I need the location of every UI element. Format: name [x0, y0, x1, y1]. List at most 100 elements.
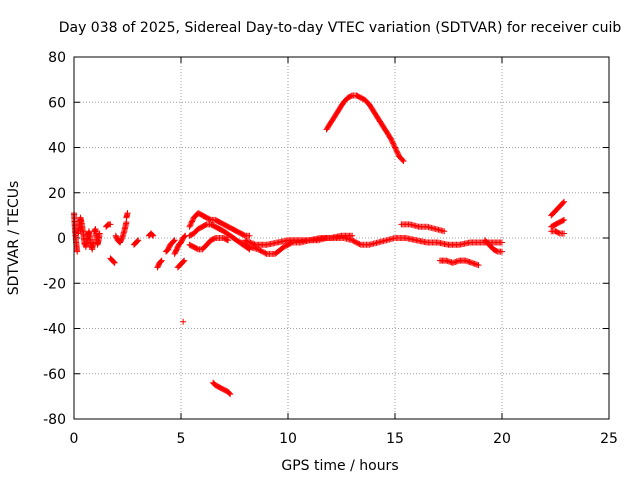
x-tick-label: 5: [177, 431, 186, 447]
data-point: [248, 240, 255, 247]
data-series: [107, 255, 118, 266]
y-tick-label: -20: [43, 276, 66, 292]
y-tick-label: 80: [48, 50, 66, 66]
data-point: [135, 237, 142, 244]
data-series: [186, 210, 253, 239]
data-series: [242, 232, 356, 248]
data-points: [71, 92, 568, 398]
data-point: [181, 233, 188, 240]
data-point: [180, 258, 187, 265]
x-axis-label: GPS time / hours: [281, 458, 398, 474]
data-point: [110, 259, 117, 266]
y-tick-label: 0: [57, 231, 66, 247]
data-point: [96, 230, 103, 237]
y-tick-label: 60: [48, 95, 66, 111]
data-point: [150, 232, 157, 239]
data-point: [356, 241, 363, 248]
data-point: [180, 318, 187, 325]
data-point: [392, 144, 398, 151]
data-point: [400, 158, 407, 165]
data-series: [548, 198, 568, 219]
data-series: [392, 235, 505, 248]
data-series: [130, 237, 142, 248]
data-series: [180, 318, 187, 325]
data-series: [123, 210, 131, 221]
data-point: [560, 199, 567, 206]
data-series: [481, 237, 505, 255]
data-point: [441, 228, 448, 235]
data-point: [394, 149, 401, 156]
data-series: [186, 235, 232, 253]
y-tick-label: -40: [43, 322, 66, 338]
data-point: [392, 145, 399, 152]
data-point: [181, 257, 188, 264]
data-point: [247, 239, 254, 246]
data-series: [145, 230, 157, 239]
y-tick-label: -80: [43, 412, 66, 428]
data-point: [399, 157, 406, 164]
x-tick-label: 15: [386, 431, 404, 447]
x-tick-label: 10: [279, 431, 297, 447]
data-point: [244, 238, 251, 245]
y-tick-label: -60: [43, 367, 66, 383]
data-point: [388, 138, 395, 145]
data-point: [393, 147, 400, 154]
data-point: [225, 237, 232, 244]
data-point: [262, 250, 269, 257]
data-point: [111, 259, 118, 266]
data-series: [75, 214, 88, 248]
data-point: [243, 237, 250, 244]
chart-title: Day 038 of 2025, Sidereal Day-to-day VTE…: [59, 20, 622, 36]
data-point: [187, 222, 194, 229]
data-point: [242, 237, 249, 244]
data-point: [107, 221, 114, 228]
data-point: [561, 230, 568, 237]
data-point: [246, 238, 253, 245]
data-series: [154, 257, 165, 271]
data-point: [74, 248, 81, 255]
data-series: [548, 228, 568, 237]
data-series: [112, 219, 130, 246]
data-point: [134, 238, 141, 245]
data-point: [391, 143, 398, 150]
data-point: [170, 238, 177, 245]
y-tick-label: 40: [48, 141, 66, 157]
plot-frame: [73, 56, 610, 420]
data-point: [395, 150, 402, 157]
data-point: [390, 140, 397, 147]
data-point: [349, 232, 356, 239]
y-axis-label: SDTVAR / TECUs: [6, 181, 22, 296]
data-series: [210, 379, 234, 398]
data-point: [187, 221, 194, 228]
data-point: [251, 241, 258, 248]
data-series: [323, 92, 407, 165]
data-series: [103, 221, 114, 230]
data-point: [390, 141, 397, 148]
data-point: [388, 136, 395, 143]
data-point: [186, 223, 193, 230]
data-point: [149, 231, 156, 238]
data-point: [158, 257, 165, 264]
data-series: [436, 257, 482, 269]
data-series: [548, 216, 568, 230]
data-series: [174, 257, 188, 271]
data-point: [227, 391, 234, 398]
data-point: [393, 148, 400, 155]
data-point: [475, 262, 482, 269]
data-point: [250, 240, 257, 247]
data-point: [561, 216, 568, 223]
data-point: [499, 239, 505, 246]
data-point: [171, 237, 178, 244]
data-point: [389, 139, 396, 146]
data-point: [559, 217, 566, 224]
data-point: [561, 198, 568, 205]
data-point: [189, 218, 196, 225]
data-series: [398, 221, 448, 235]
data-point: [124, 210, 131, 217]
data-point: [158, 258, 165, 265]
x-tick-label: 0: [70, 431, 79, 447]
x-tick-label: 25: [600, 431, 618, 447]
data-point: [387, 135, 394, 142]
y-tick-label: 20: [48, 186, 66, 202]
